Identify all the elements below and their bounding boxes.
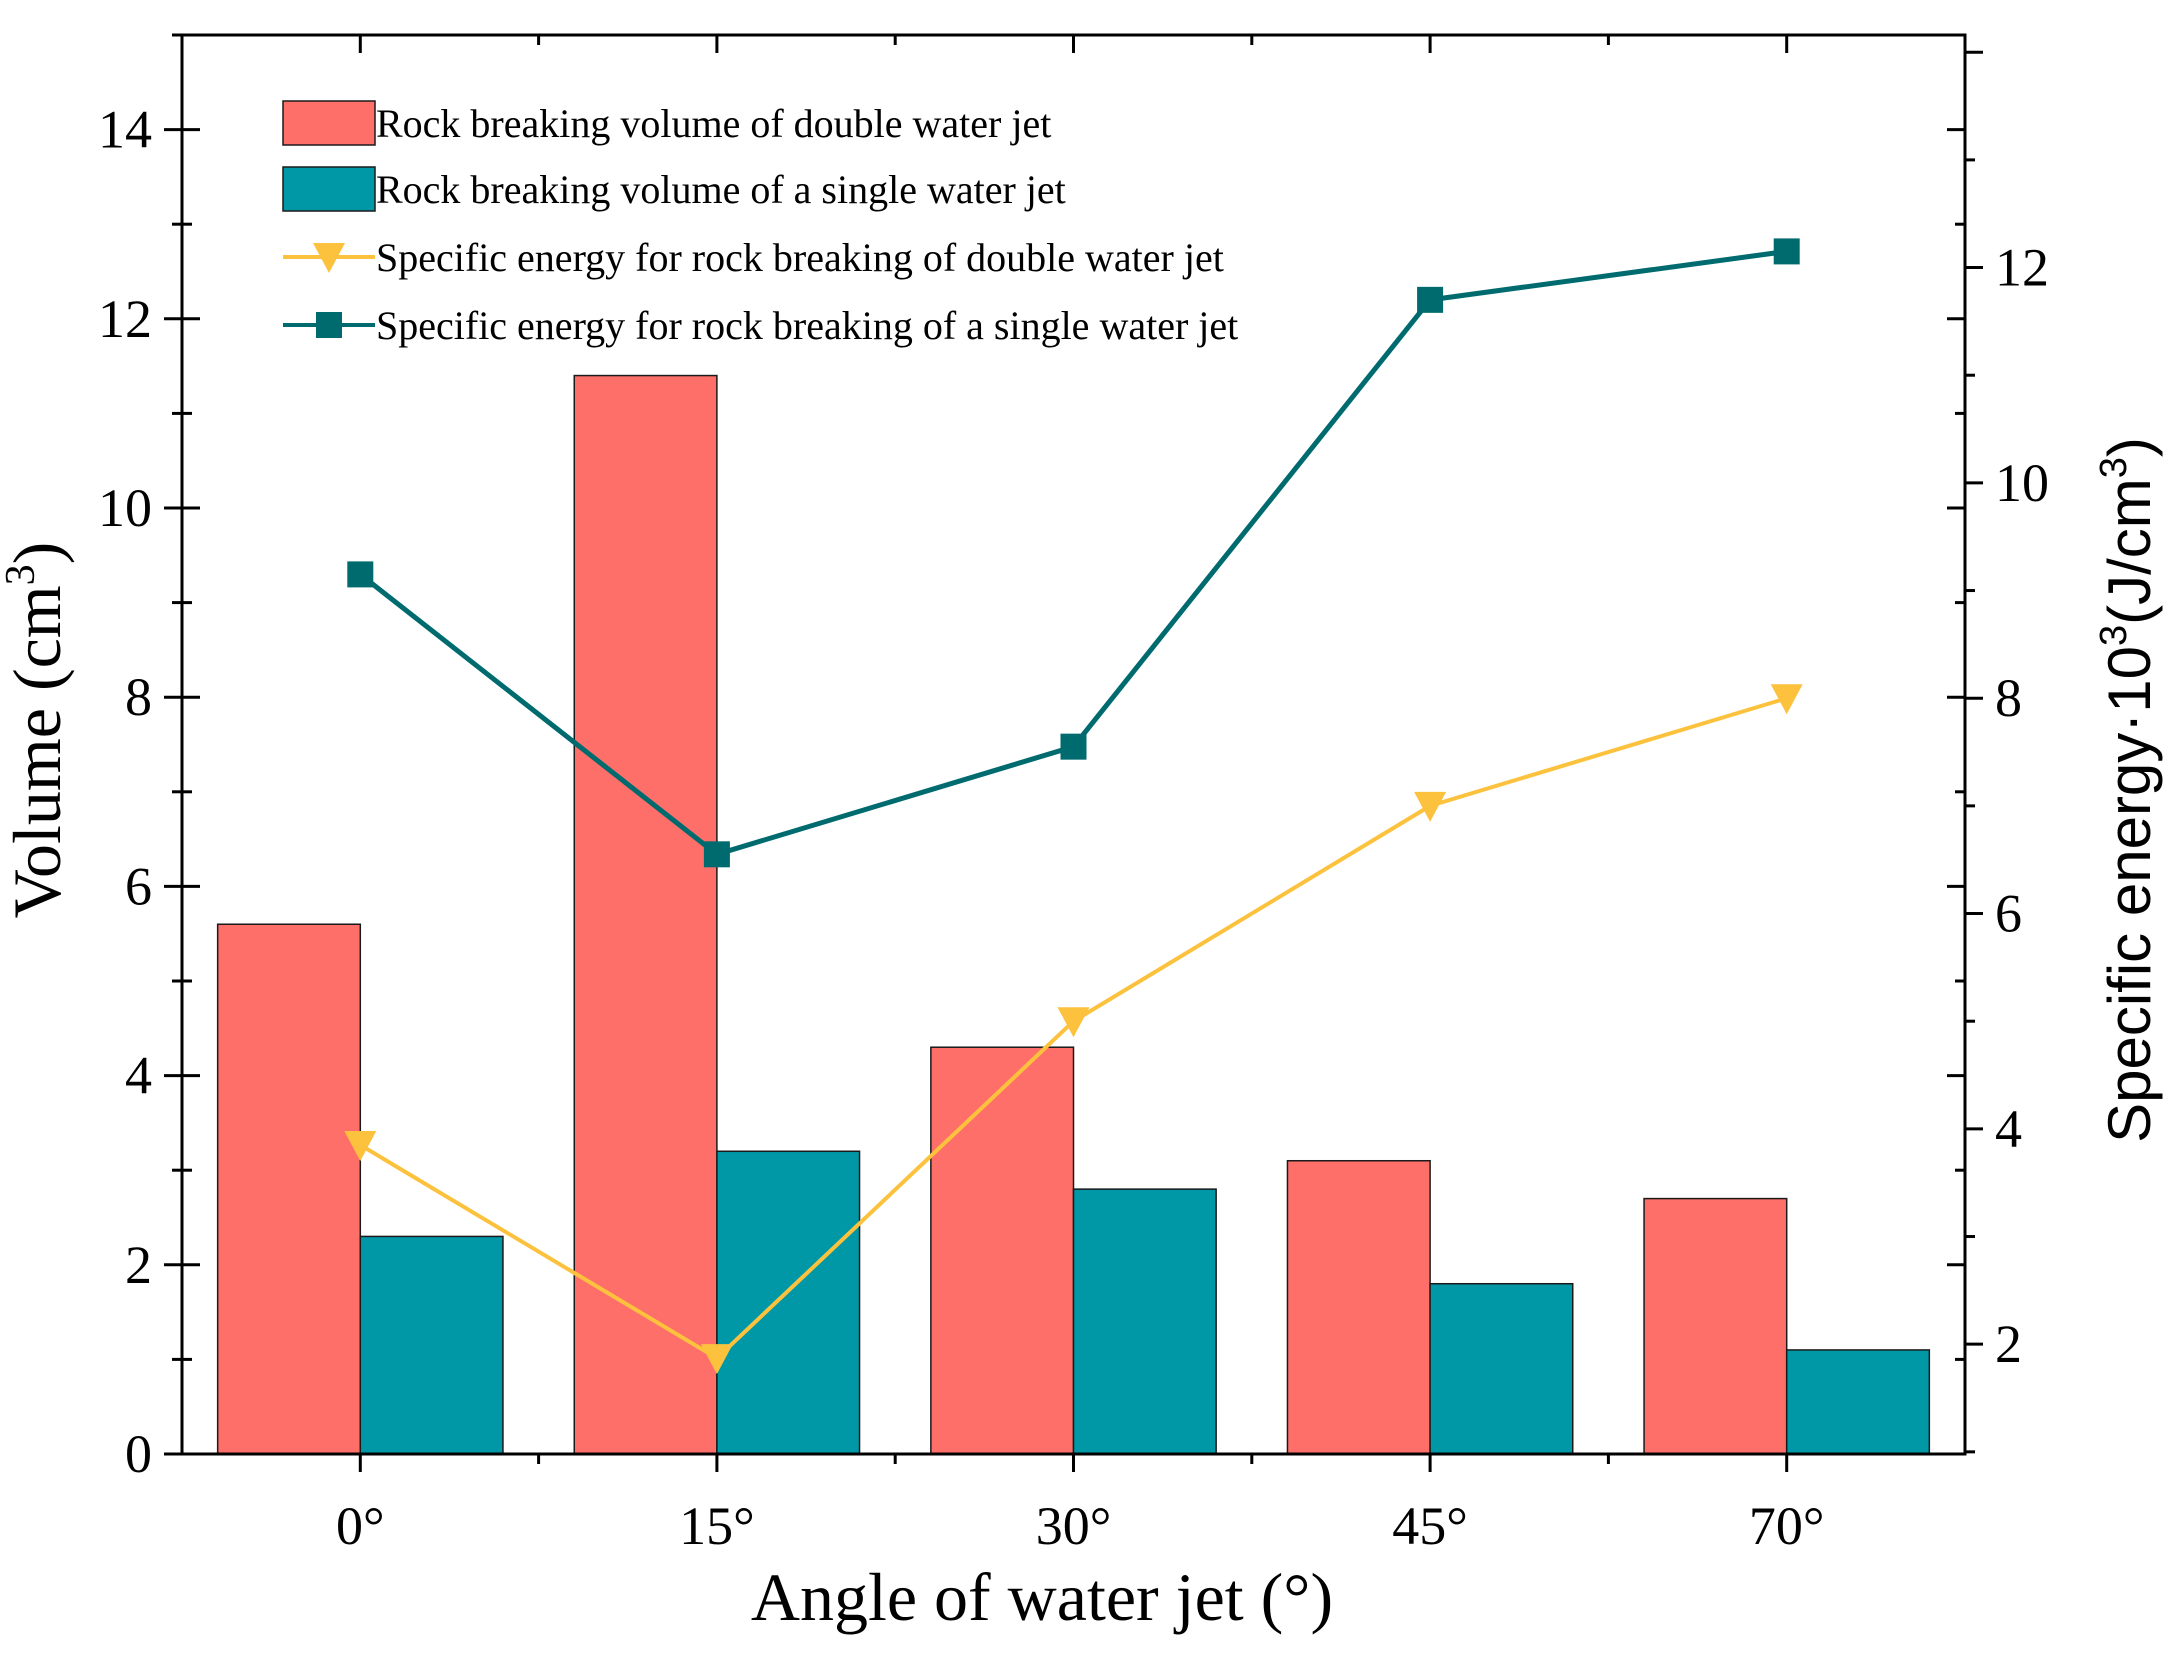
legend-item-single-volume: Rock breaking volume of a single water j… [282,166,1066,212]
marker-energy-single-2 [1060,733,1087,760]
bar-single-3 [1429,1282,1574,1455]
y-tick-label: 14 [98,100,152,160]
y2-tick-label: 8 [1995,668,2022,728]
legend-item-double-energy: Specific energy for rock breaking of dou… [283,235,1224,280]
legend-item-double-energy-label: Specific energy for rock breaking of dou… [376,235,1224,280]
legend-item-single-volume-swatch [282,166,376,212]
marker-energy-double-2 [1057,1007,1090,1038]
y-axis-title-sup: 3 [0,564,44,585]
marker-energy-double-0 [344,1131,377,1162]
marker-energy-double-3 [1414,791,1447,822]
y-tick-label: 0 [125,1424,152,1484]
y-tick-label: 6 [125,856,152,916]
x-axis-title: Angle of water jet (°) [751,1559,1333,1635]
bar-double-0 [216,923,362,1455]
y-tick-label: 2 [125,1235,152,1295]
marker-energy-single-1 [703,841,730,868]
legend-item-double-volume-label: Rock breaking volume of double water jet [376,101,1051,146]
y-tick-label: 4 [125,1046,152,1106]
legend-item-single-energy-label: Specific energy for rock breaking of a s… [376,303,1238,348]
x-tick-label: 45° [1392,1496,1468,1556]
x-tick-label: 70° [1749,1496,1825,1556]
bar-single-4 [1785,1349,1931,1455]
y2-axis-title-sup1: 3 [2093,625,2135,646]
bar-double-3 [1286,1159,1431,1455]
bar-double-4 [1643,1197,1788,1455]
y2-axis-title-main: Specific energy·10 [2096,646,2163,1143]
y2-axis-title: Specific energy·103(J/cm3) [2093,437,2163,1143]
y-axis-title-main: Volume (cm [0,585,75,918]
legend-item-double-energy-marker [313,243,345,273]
y2-axis-title-tail: ) [2096,437,2163,457]
y2-tick-label: 4 [1995,1099,2022,1159]
y2-tick-label: 10 [1995,453,2049,513]
y2-axis-title-sup2: 3 [2093,457,2135,478]
legend-item-double-volume-swatch [282,100,376,146]
marker-energy-double-4 [1770,684,1803,715]
y-tick-label: 12 [98,289,152,349]
bar-double-2 [930,1046,1075,1455]
legend: Rock breaking volume of double water jet… [282,100,1238,348]
legend-item-double-volume: Rock breaking volume of double water jet [282,100,1051,146]
x-tick-label: 15° [679,1496,755,1556]
bar-double-1 [573,374,718,1455]
bars-layer [216,374,1931,1455]
y2-tick-label: 2 [1995,1314,2022,1374]
bar-single-2 [1072,1188,1217,1455]
y-tick-label: 8 [125,667,152,727]
marker-energy-single-0 [347,561,374,588]
marker-energy-single-3 [1417,286,1444,313]
bar-single-1 [716,1150,861,1455]
y-axis-title-tail: ) [0,542,75,565]
legend-item-single-energy: Specific energy for rock breaking of a s… [283,303,1238,348]
y-tick-label: 10 [98,478,152,538]
x-tick-label: 0° [336,1496,385,1556]
y2-tick-label: 6 [1995,884,2022,944]
bar-single-0 [359,1235,504,1455]
legend-item-single-volume-label: Rock breaking volume of a single water j… [376,167,1066,212]
x-tick-label: 30° [1036,1496,1112,1556]
legend-item-single-energy-marker [316,312,342,338]
y2-tick-label: 12 [1995,238,2049,298]
y2-axis-title-mid: (J/cm [2096,478,2163,625]
lines-layer [344,238,1803,1375]
ticks-layer [164,33,1983,1472]
marker-energy-single-4 [1773,238,1800,265]
y-axis-title: Volume (cm3) [0,542,75,919]
tick-labels-layer: 0 2 4 6 8 10 12 14 2 4 6 8 10 12 0° 15° 30° 45° 70° [98,100,2049,1556]
marker-energy-double-1 [700,1344,733,1375]
